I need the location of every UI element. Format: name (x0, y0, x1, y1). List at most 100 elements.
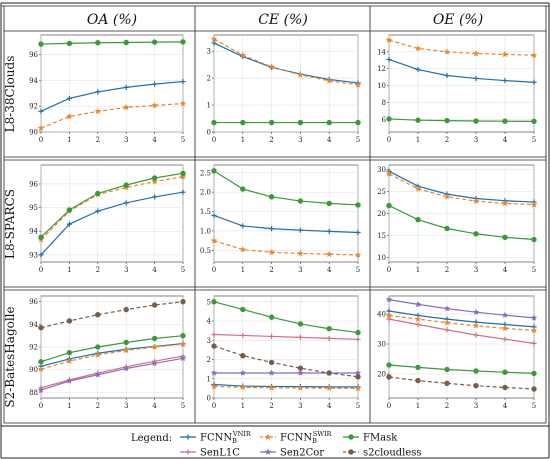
series-line (388, 318, 535, 344)
data-point (386, 202, 392, 209)
x-tick-label: 1 (416, 136, 420, 144)
data-point (211, 119, 217, 126)
row-header-l8-sparcs: L8-SPARCS (3, 189, 17, 259)
panel-s2-bateshagolle-ce: 0 1 2 3 4 5 0 1 2 3 4 5 (207, 295, 362, 410)
data-point (386, 56, 392, 63)
data-point (297, 321, 304, 327)
x-tick-label: 3 (474, 136, 478, 144)
y-tick-label: 94 (29, 77, 38, 85)
series-line (388, 173, 535, 206)
data-point (151, 178, 158, 185)
data-point (151, 101, 158, 109)
data-point (473, 231, 479, 237)
data-point (268, 248, 275, 256)
y-tick-label: 0.5 (200, 247, 211, 255)
data-point (38, 325, 44, 331)
x-tick-label: 4 (152, 136, 157, 144)
data-point (531, 386, 537, 392)
legend-item-s2cloudless: s2cloudless (343, 448, 422, 459)
data-point (355, 202, 361, 208)
data-point (531, 79, 537, 85)
series-senl1c (211, 331, 361, 342)
data-point (297, 198, 304, 204)
legend-label: FCNNBVNIR (200, 430, 252, 445)
y-tick-label: 5 (207, 298, 211, 306)
data-point (151, 175, 158, 181)
plot-frame (388, 295, 535, 399)
legend-label: SenL1C (200, 448, 240, 459)
x-tick-label: 2 (96, 266, 100, 274)
series-fcnn-b-swir (385, 170, 538, 208)
data-point (211, 40, 217, 46)
data-point (325, 250, 333, 258)
data-point (414, 315, 422, 322)
data-point (151, 343, 158, 350)
data-point (444, 117, 450, 124)
x-tick-label: 1 (416, 402, 420, 410)
data-point (239, 51, 247, 59)
y-tick-label: 90 (29, 366, 38, 374)
data-point (66, 207, 73, 213)
y-tick-label: 1.5 (200, 208, 211, 216)
series-fcnn-b-swir (37, 100, 187, 131)
data-point (210, 369, 218, 376)
y-tick-label: 15 (377, 232, 386, 240)
data-point (326, 119, 332, 126)
panel-s2-bateshagolle-oa: 88 90 92 94 96 0 1 2 3 4 5 (29, 295, 187, 410)
x-tick-label: 2 (445, 266, 449, 274)
data-point (502, 369, 508, 375)
y-tick-label: 95 (29, 204, 38, 212)
series-line (40, 191, 184, 256)
data-point (325, 384, 333, 392)
series-line (388, 58, 535, 83)
data-point (443, 319, 451, 326)
x-tick-label: 4 (327, 136, 332, 144)
y-tick-label: 30 (377, 166, 386, 174)
data-point (38, 234, 44, 240)
y-tick-label: 1.0 (200, 227, 211, 235)
series-line (213, 385, 359, 389)
series-line (40, 102, 184, 129)
series-fmask (386, 202, 537, 243)
data-point (268, 359, 275, 366)
data-point (355, 374, 361, 380)
data-point (472, 50, 480, 57)
data-point (473, 368, 479, 374)
series-line (388, 310, 535, 328)
series-line (40, 343, 184, 370)
x-tick-label: 3 (124, 136, 128, 144)
data-point (472, 308, 480, 316)
series-line (388, 170, 535, 203)
data-point (473, 118, 479, 124)
x-tick-label: 4 (152, 266, 157, 274)
y-tick-label: 2.5 (200, 169, 211, 177)
series-s2cloudless (38, 298, 186, 331)
data-point (531, 340, 537, 346)
data-point (38, 252, 44, 258)
legend-item-fcnn-b-swir: FCNNBSWIR (260, 430, 333, 445)
data-point (501, 324, 509, 332)
plot-frame (388, 34, 535, 133)
data-point (122, 364, 130, 372)
data-point (443, 48, 451, 55)
data-point (66, 40, 73, 47)
data-point (94, 371, 102, 378)
data-point (123, 200, 129, 206)
legend-items: FCNNBVNIR FCNNBSWIR FMask SenL1C Sen2Cor s2cl… (180, 430, 422, 459)
data-point (179, 100, 187, 107)
data-point (38, 41, 44, 47)
x-tick-label: 1 (416, 266, 420, 274)
data-point (95, 208, 101, 214)
y-tick-label: 10 (377, 82, 386, 90)
legend-title: Legend: (131, 433, 172, 444)
data-point (179, 173, 187, 180)
data-point (123, 182, 129, 188)
x-tick-label: 2 (445, 136, 449, 144)
series-line (213, 214, 359, 234)
panel-l8-sparcs-ce: 0.5 1.0 1.5 2.0 2.5 0 1 2 3 4 5 (200, 164, 362, 274)
series-line (40, 41, 184, 45)
series-fcnn-b-vnir (38, 78, 186, 114)
legend: Legend: FCNNBVNIR FCNNBSWIR FMask SenL1C Sen… (131, 430, 422, 459)
data-point (386, 362, 392, 368)
